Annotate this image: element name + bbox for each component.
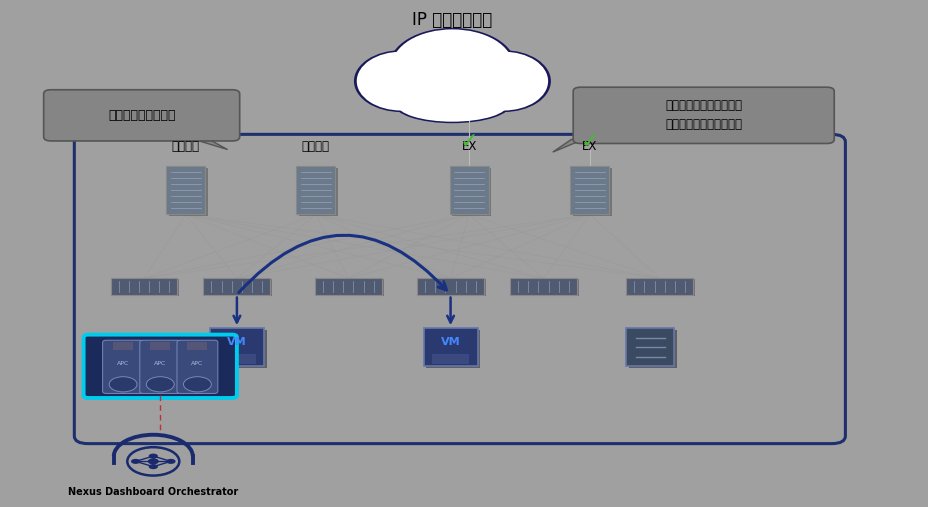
FancyBboxPatch shape <box>509 278 576 295</box>
Text: ✓: ✓ <box>580 132 599 152</box>
FancyBboxPatch shape <box>627 279 694 296</box>
Text: EX: EX <box>461 140 476 153</box>
FancyBboxPatch shape <box>432 354 469 364</box>
FancyBboxPatch shape <box>628 330 677 368</box>
Text: EX: EX <box>582 140 597 153</box>
FancyBboxPatch shape <box>213 330 266 368</box>
FancyBboxPatch shape <box>296 166 335 214</box>
Polygon shape <box>186 137 227 150</box>
FancyBboxPatch shape <box>511 279 578 296</box>
Ellipse shape <box>456 50 550 112</box>
FancyBboxPatch shape <box>426 330 480 368</box>
Ellipse shape <box>393 75 464 118</box>
Circle shape <box>183 377 211 392</box>
Ellipse shape <box>389 28 515 104</box>
Text: APC: APC <box>191 361 203 366</box>
FancyBboxPatch shape <box>625 278 692 295</box>
FancyBboxPatch shape <box>187 342 207 350</box>
Circle shape <box>146 377 174 392</box>
FancyBboxPatch shape <box>573 167 612 216</box>
Ellipse shape <box>391 74 467 119</box>
Circle shape <box>148 454 158 459</box>
FancyBboxPatch shape <box>315 278 381 295</box>
FancyBboxPatch shape <box>150 342 170 350</box>
FancyBboxPatch shape <box>316 279 383 296</box>
Text: APC: APC <box>154 361 166 366</box>
FancyBboxPatch shape <box>570 166 609 214</box>
Ellipse shape <box>392 29 512 102</box>
FancyArrowPatch shape <box>238 235 445 293</box>
FancyBboxPatch shape <box>102 340 143 393</box>
FancyBboxPatch shape <box>299 167 338 216</box>
Circle shape <box>166 459 175 464</box>
FancyBboxPatch shape <box>419 279 485 296</box>
FancyBboxPatch shape <box>423 329 477 366</box>
FancyBboxPatch shape <box>210 329 264 366</box>
Text: サイト間通信には新世代
スパインスイッチを使用: サイト間通信には新世代 スパインスイッチを使用 <box>664 99 741 131</box>
FancyBboxPatch shape <box>110 278 177 295</box>
FancyBboxPatch shape <box>112 279 179 296</box>
FancyBboxPatch shape <box>449 166 488 214</box>
FancyBboxPatch shape <box>44 90 239 141</box>
FancyBboxPatch shape <box>625 329 674 366</box>
Text: APC: APC <box>117 361 129 366</box>
Text: サイト内通信に使用: サイト内通信に使用 <box>108 109 175 122</box>
Ellipse shape <box>440 75 510 118</box>
FancyBboxPatch shape <box>218 354 255 364</box>
FancyBboxPatch shape <box>166 166 205 214</box>
FancyBboxPatch shape <box>113 342 133 350</box>
FancyBboxPatch shape <box>417 278 483 295</box>
Ellipse shape <box>356 52 445 111</box>
FancyBboxPatch shape <box>203 278 270 295</box>
Text: VM: VM <box>226 337 247 347</box>
FancyBboxPatch shape <box>205 279 272 296</box>
FancyBboxPatch shape <box>176 340 217 393</box>
Circle shape <box>148 464 158 469</box>
Text: 第１世代: 第１世代 <box>172 140 200 153</box>
Ellipse shape <box>458 52 548 111</box>
FancyBboxPatch shape <box>169 167 208 216</box>
Ellipse shape <box>393 85 510 123</box>
Circle shape <box>148 458 159 464</box>
Text: VM: VM <box>440 337 460 347</box>
Ellipse shape <box>396 86 508 122</box>
Circle shape <box>131 459 140 464</box>
FancyBboxPatch shape <box>139 340 180 393</box>
Polygon shape <box>552 139 583 152</box>
FancyBboxPatch shape <box>84 335 237 398</box>
Ellipse shape <box>354 50 448 112</box>
Text: IP ネットワーク: IP ネットワーク <box>412 11 492 29</box>
FancyBboxPatch shape <box>452 167 491 216</box>
FancyBboxPatch shape <box>573 87 833 143</box>
Circle shape <box>109 377 136 392</box>
Ellipse shape <box>437 74 513 119</box>
Text: ✓: ✓ <box>459 132 478 152</box>
Text: Nexus Dashboard Orchestrator: Nexus Dashboard Orchestrator <box>68 487 238 497</box>
Text: 第１世代: 第１世代 <box>302 140 329 153</box>
